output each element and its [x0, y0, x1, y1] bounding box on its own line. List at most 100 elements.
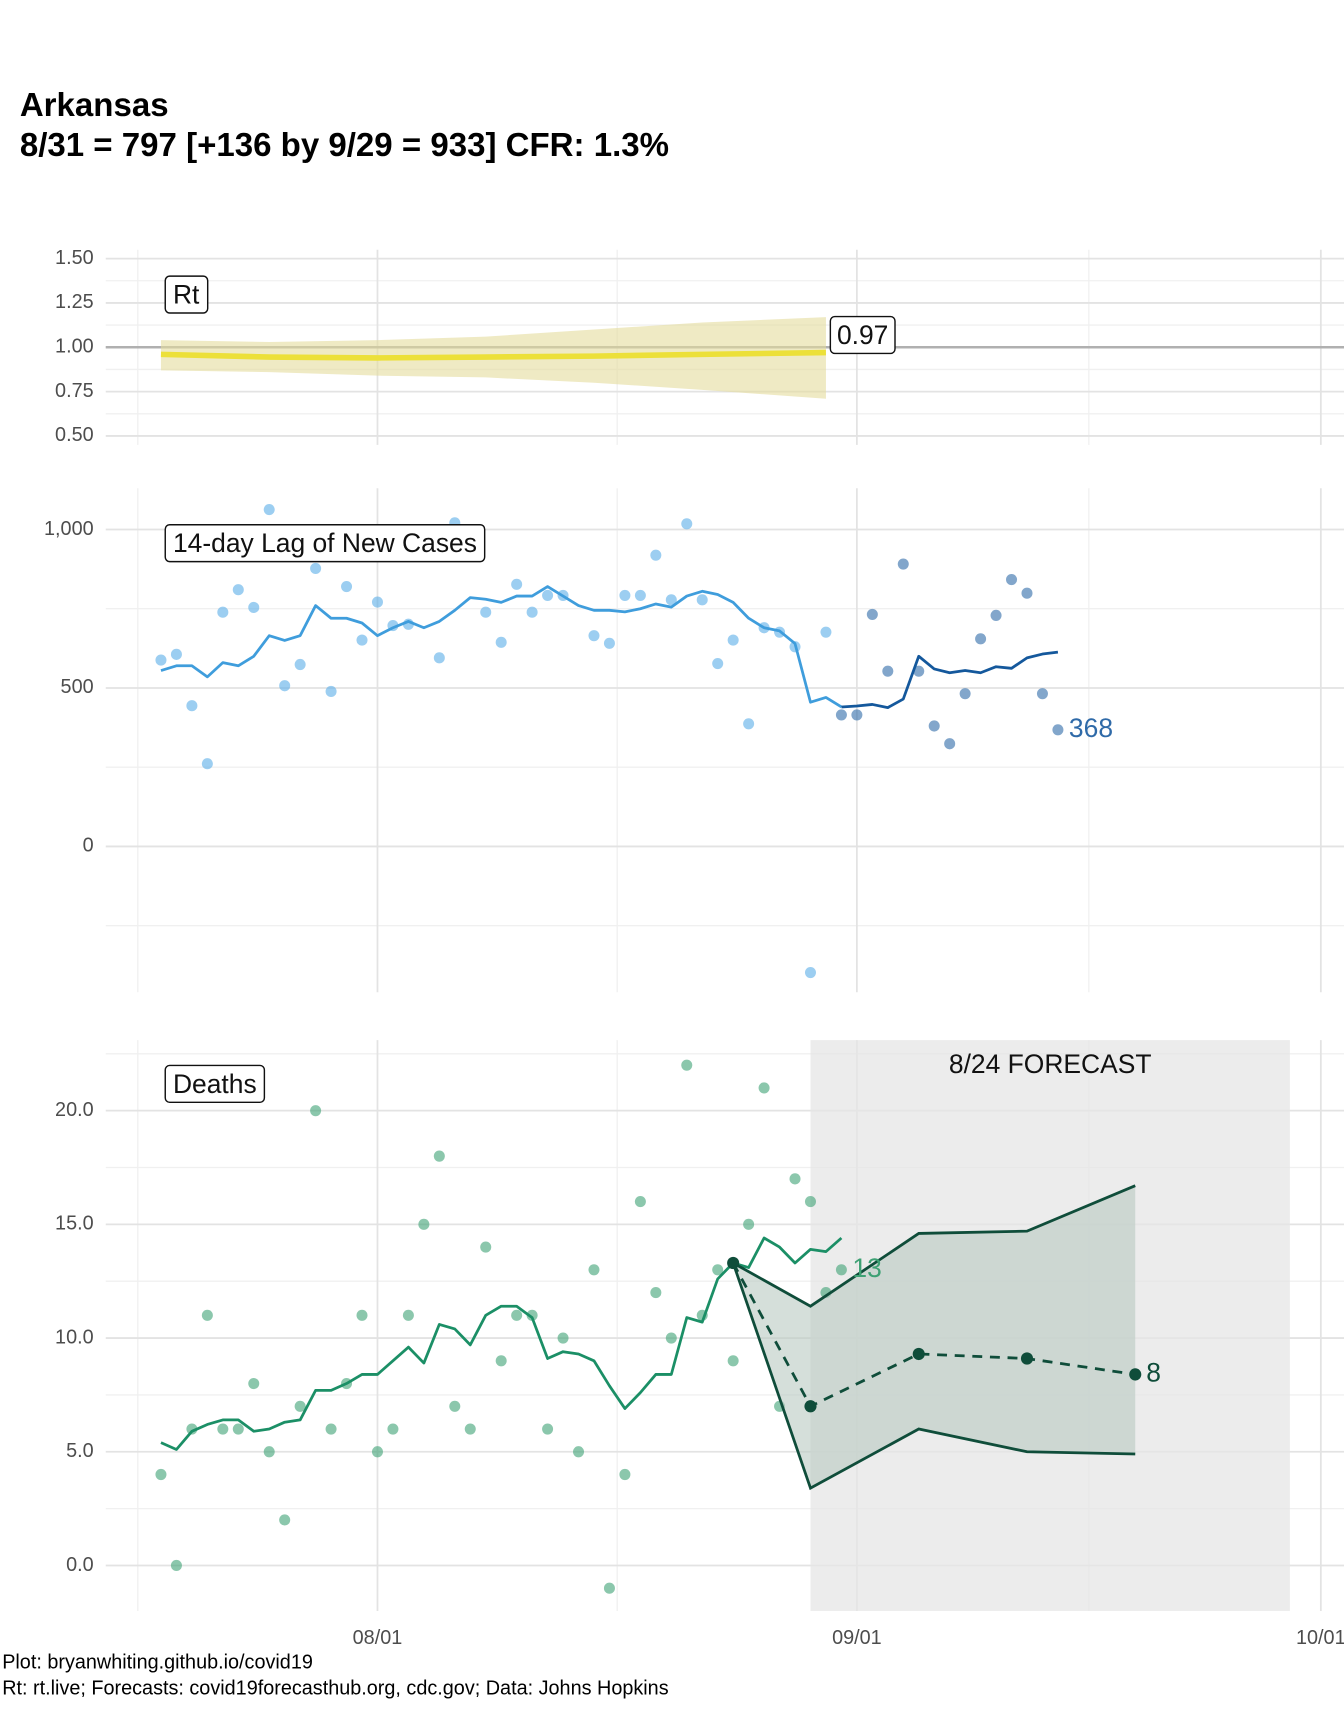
point: [511, 578, 523, 590]
panel: 20.0 15.0 10.0 5.0 0.0 8/24 FORECAST 13 8 Deaths: [55, 1040, 1344, 1611]
point: [603, 1582, 615, 1594]
point: [279, 1514, 291, 1526]
point: [712, 1264, 724, 1276]
point: [696, 594, 708, 606]
point: [511, 1309, 523, 1321]
y-tick-label: 0.75: [55, 380, 94, 402]
point: [975, 633, 987, 645]
point: [619, 589, 631, 601]
point: [480, 1241, 492, 1253]
y-tick-label: 20.0: [55, 1099, 94, 1121]
point: [634, 589, 646, 601]
point: [480, 606, 492, 618]
point: [294, 1400, 306, 1412]
point: [835, 1264, 847, 1276]
point: [588, 630, 600, 642]
point: [464, 1423, 476, 1435]
forecast-label: 8/24 FORECAST: [949, 1049, 1152, 1079]
point: [743, 718, 755, 730]
point: [418, 1218, 430, 1230]
point: [248, 1377, 260, 1390]
point: [387, 1423, 399, 1435]
point: [681, 1059, 693, 1071]
point: [727, 1355, 739, 1367]
point: [542, 589, 554, 601]
point: [789, 1173, 801, 1185]
point: [248, 601, 260, 614]
point: [526, 606, 538, 618]
point: [804, 1196, 816, 1208]
point: [402, 1309, 414, 1321]
caption: Rt: rt.live; Forecasts: covid19forecasth…: [2, 1677, 668, 1699]
point: [186, 1423, 198, 1435]
marker: [727, 1256, 740, 1270]
line: [731, 1262, 1136, 1408]
point: [619, 1468, 631, 1481]
point: [542, 1423, 554, 1435]
y-tick-label: 10.0: [55, 1326, 94, 1348]
point: [727, 634, 739, 646]
label-box: [829, 315, 896, 355]
line: [841, 650, 1059, 710]
band-edge: [731, 1262, 1136, 1491]
point: [1021, 587, 1033, 599]
point: [155, 1468, 167, 1481]
panel-label-box: [164, 524, 486, 563]
point: [201, 758, 213, 770]
point: [186, 700, 198, 712]
panel-label: Deaths: [173, 1069, 257, 1099]
chart-subtitle: 8/31 = 797 [+136 by 9/29 = 933] CFR: 1.3…: [20, 127, 669, 164]
point: [325, 685, 337, 698]
point: [712, 657, 724, 670]
point: [804, 966, 816, 979]
caption: Plot: bryanwhiting.github.io/covid19: [2, 1652, 313, 1674]
point: [1006, 573, 1018, 586]
panel: 1.50 1.25 1.00 0.75 0.50 0.97 Rt: [55, 247, 1344, 446]
y-tick-label: 1.00: [55, 335, 94, 357]
x-tick-label: 08/01: [353, 1627, 403, 1649]
point: [170, 648, 182, 660]
point: [310, 562, 322, 575]
point: [851, 709, 863, 721]
point: [835, 709, 847, 721]
point: [232, 584, 244, 596]
point: [820, 626, 832, 638]
point: [1036, 688, 1048, 700]
y-tick-label: 0.50: [55, 424, 94, 446]
point: [959, 688, 971, 700]
point: [634, 1196, 646, 1208]
point: [944, 738, 956, 750]
x-tick-label: 10/01: [1296, 1627, 1344, 1649]
panel-label: Rt: [173, 279, 200, 309]
line: [160, 1236, 843, 1451]
point: [155, 654, 167, 666]
marker: [1129, 1368, 1142, 1381]
line: [160, 349, 826, 361]
point: [588, 1264, 600, 1276]
point: [743, 1218, 755, 1230]
y-tick-label: 15.0: [55, 1213, 94, 1235]
marker: [1020, 1352, 1034, 1365]
point: [217, 606, 229, 618]
point: [294, 658, 306, 671]
line: [160, 585, 843, 709]
point: [217, 1423, 229, 1435]
y-tick-label: 0.0: [66, 1554, 94, 1576]
point: [495, 636, 507, 648]
point: [170, 1559, 182, 1572]
point: [449, 1400, 461, 1412]
point: [325, 1423, 337, 1435]
point: [557, 1332, 569, 1344]
point: [990, 609, 1002, 621]
y-tick-label: 5.0: [66, 1440, 94, 1462]
y-tick-label: 1,000: [44, 518, 94, 540]
y-tick-label: 1.50: [55, 247, 94, 269]
point: [371, 1446, 383, 1458]
point: [356, 1309, 368, 1321]
value-label: 0.97: [837, 320, 888, 350]
point: [495, 1355, 507, 1367]
panel-label: 14-day Lag of New Cases: [173, 528, 477, 558]
point: [310, 1105, 322, 1117]
point: [201, 1309, 213, 1321]
